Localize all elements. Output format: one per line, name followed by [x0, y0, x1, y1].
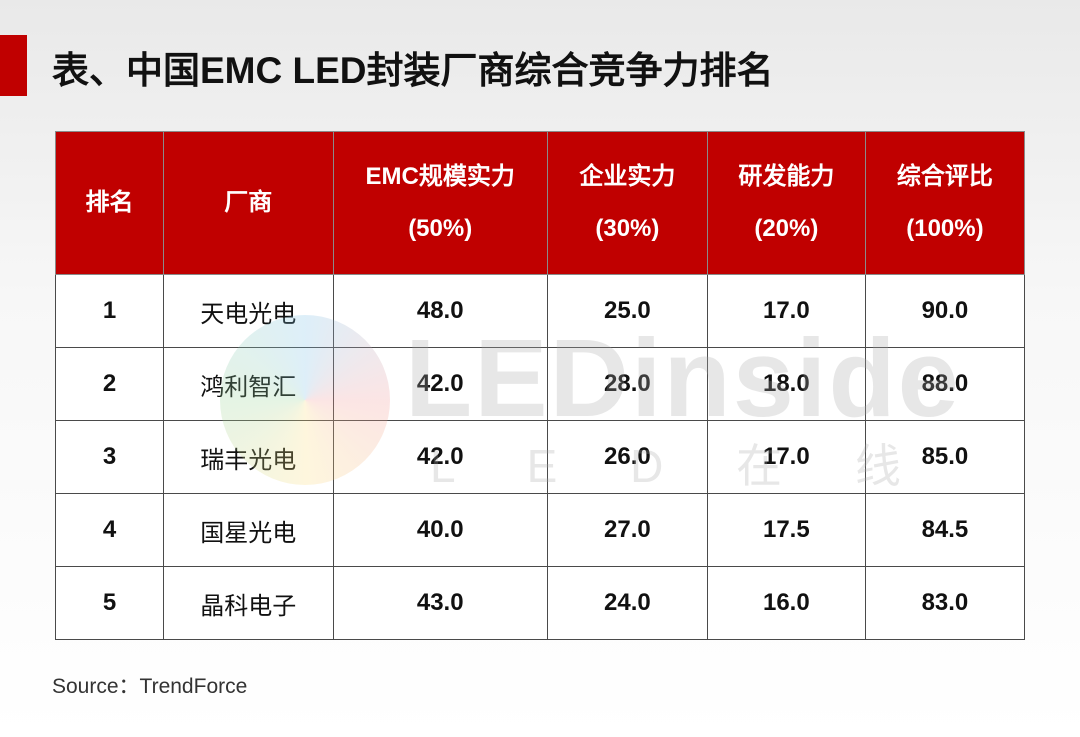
- table-cell: 48.0: [332, 274, 548, 348]
- table-cell: 3: [54, 420, 165, 494]
- table: 排名 厂商 EMC规模实力 (50%) 企业实力 (30%) 研发能力 (20%) 综合评比 (1…: [54, 131, 1026, 640]
- table-cell: 40.0: [332, 493, 548, 567]
- table-body: 1天电光电48.025.017.090.02鸿利智汇42.028.018.088…: [54, 274, 1026, 640]
- table-cell: 5: [54, 566, 165, 640]
- table-row: 5 晶科电子 43.0 24.0 16.0 83.0: [54, 566, 1026, 640]
- header-line: (20%): [754, 215, 819, 242]
- company-cell: 鸿利智汇: [163, 347, 334, 421]
- table-cell: 18.0: [706, 347, 866, 421]
- table-cell: 17.0: [706, 420, 866, 494]
- table-cell: 16.0: [706, 566, 866, 640]
- table-cell: 17.5: [706, 493, 866, 567]
- table-cell: 85.0: [864, 420, 1026, 494]
- header-line: 企业实力: [579, 163, 676, 190]
- table-cell: 26.0: [546, 420, 708, 494]
- header-line: 研发能力: [738, 163, 835, 190]
- table-cell: 28.0: [546, 347, 708, 421]
- watermark-icon: [220, 315, 390, 485]
- company-cell: 天电光电: [163, 274, 334, 348]
- accent-bar: [0, 35, 27, 96]
- table-cell: 90.0: [864, 274, 1026, 348]
- header-row: 排名 厂商 EMC规模实力 (50%) 企业实力 (30%) 研发能力 (20%) 综合评比 (1…: [54, 131, 1026, 275]
- column-header: EMC规模实力 (50%): [332, 131, 548, 275]
- table-cell: 1: [54, 274, 165, 348]
- header-line: (50%): [408, 215, 473, 242]
- table-cell: 25.0: [546, 274, 708, 348]
- table-row: 4 国星光电 40.0 27.0 17.5 84.5: [54, 493, 1026, 567]
- table-cell: 42.0: [332, 347, 548, 421]
- header-line: 排名: [85, 189, 134, 216]
- company-cell: 晶科电子: [163, 566, 334, 640]
- header-line: (100%): [906, 215, 984, 242]
- header-line: (30%): [595, 215, 660, 242]
- header-line: 综合评比: [896, 163, 993, 190]
- table-cell: 84.5: [864, 493, 1026, 567]
- table-cell: 4: [54, 493, 165, 567]
- column-header: 排名: [54, 131, 165, 275]
- table-cell: 83.0: [864, 566, 1026, 640]
- table-cell: 24.0: [546, 566, 708, 640]
- source: Source：TrendForce: [52, 675, 248, 698]
- table-row: 1 天电光电 48.0 25.0 17.0 90.0: [54, 274, 1026, 348]
- table-cell: 27.0: [546, 493, 708, 567]
- table-cell: 43.0: [332, 566, 548, 640]
- table-cell: 17.0: [706, 274, 866, 348]
- column-header: 企业实力 (30%): [546, 131, 708, 275]
- table-cell: 88.0: [864, 347, 1026, 421]
- header-line: 厂商: [224, 189, 273, 216]
- table-row: 3瑞丰光电42.026.017.085.0: [54, 420, 1026, 494]
- column-header: 研发能力 (20%): [706, 131, 866, 275]
- table-row: 2鸿利智汇42.028.018.088.0: [54, 347, 1026, 421]
- company-cell: 国星光电: [163, 493, 334, 567]
- table-cell: 2: [54, 347, 165, 421]
- column-header: 综合评比 (100%): [864, 131, 1026, 275]
- title: 表、中国EMC LED封装厂商综合竞争力排名: [52, 50, 774, 91]
- header-line: EMC规模实力: [365, 163, 515, 190]
- column-header: 厂商: [163, 131, 334, 275]
